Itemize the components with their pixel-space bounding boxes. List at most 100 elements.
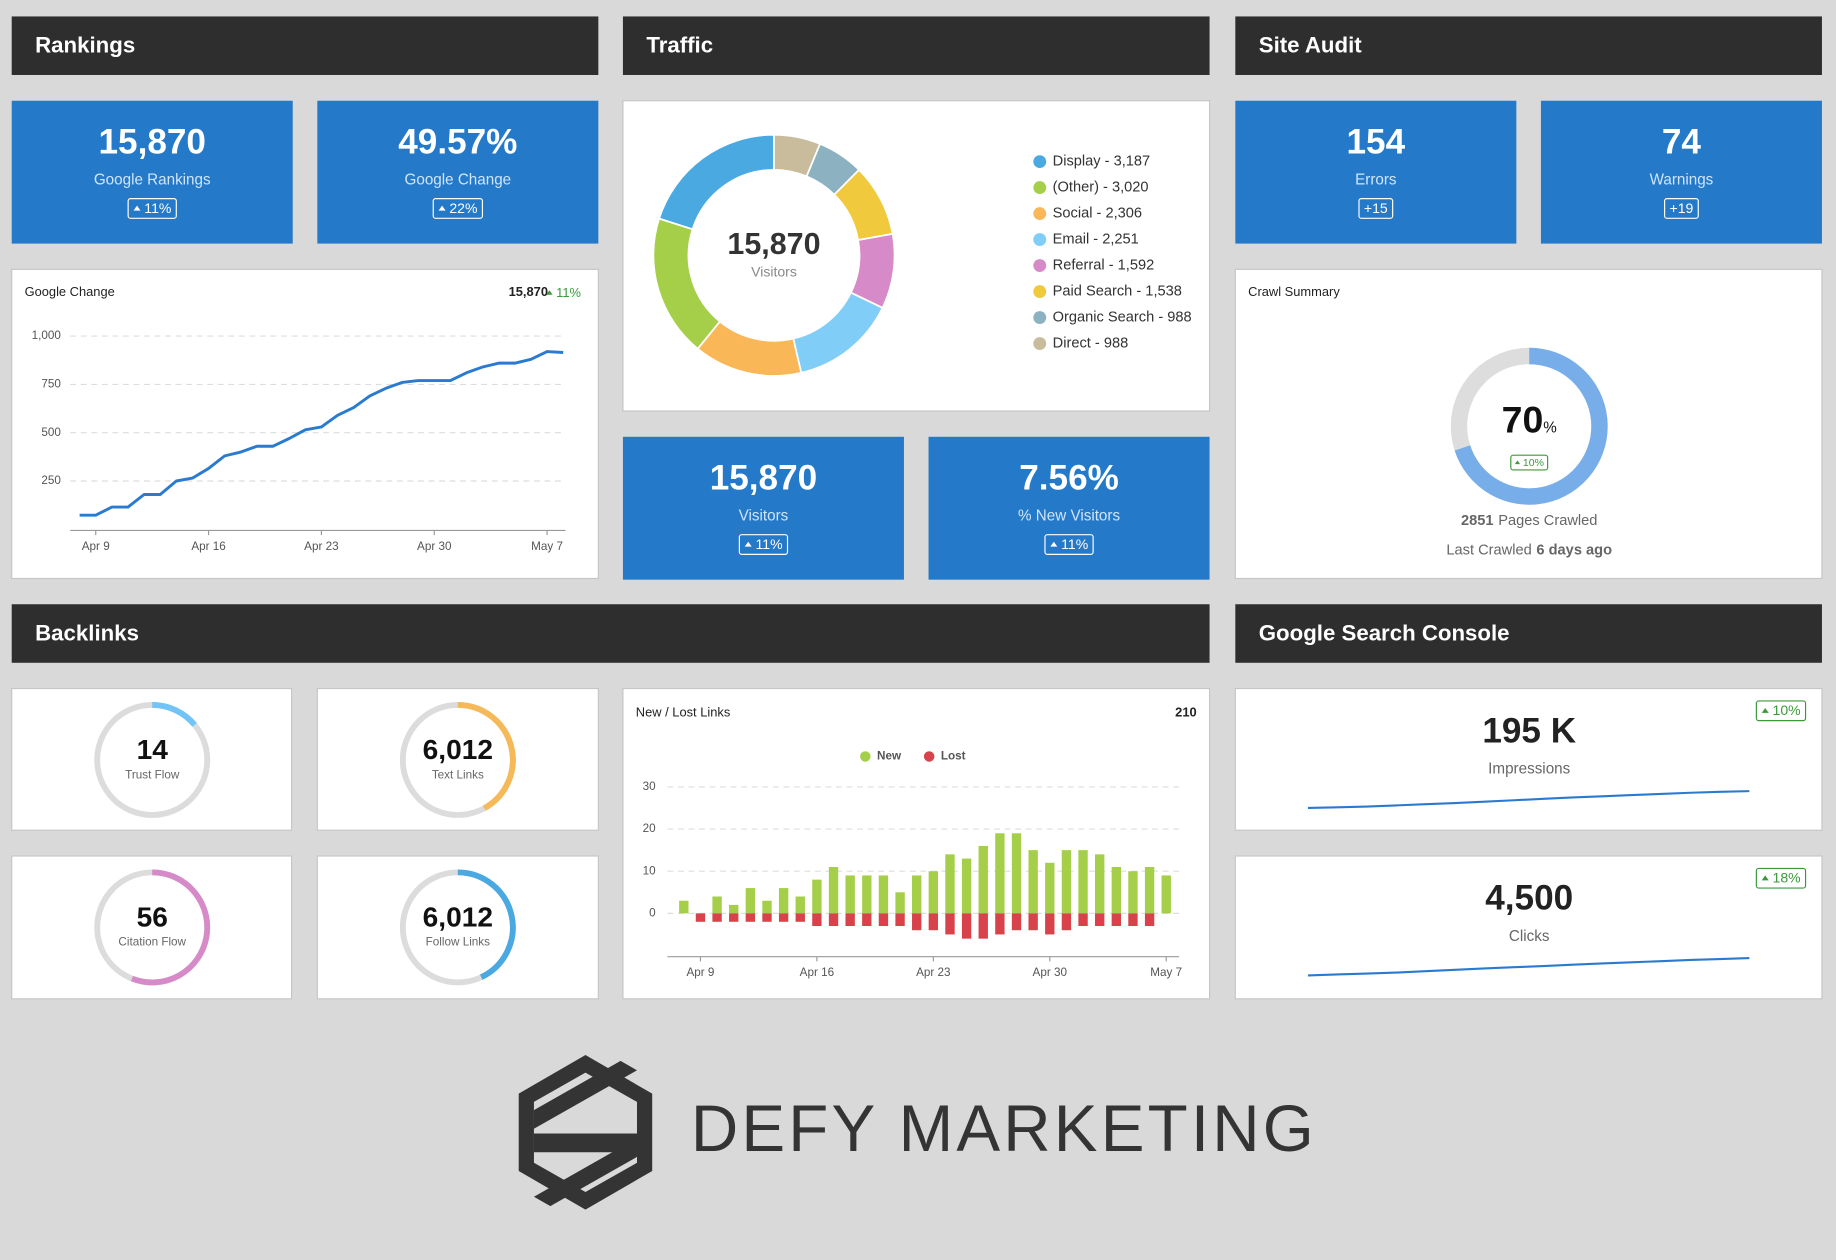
line-chart-badge: 11% xyxy=(546,285,581,300)
kpi-badge: 11% xyxy=(738,534,789,555)
bar xyxy=(795,896,805,914)
last-value: 6 days ago xyxy=(1536,542,1612,558)
kpi-badge: 11% xyxy=(127,198,177,219)
x-tick-label: Apr 9 xyxy=(686,966,714,979)
chart-total: 210 xyxy=(1175,705,1196,720)
legend-label: Email - 2,251 xyxy=(1053,231,1139,247)
bar xyxy=(845,913,855,927)
bar xyxy=(1078,913,1088,927)
legend-swatch xyxy=(1033,337,1047,351)
bar-chart-card xyxy=(622,687,1211,1000)
y-tick-label: 20 xyxy=(643,822,657,835)
bar xyxy=(729,904,739,914)
kpi-badge: +15 xyxy=(1358,198,1394,219)
donut-total-label: Visitors xyxy=(751,264,797,280)
up-arrow xyxy=(1761,875,1769,881)
x-tick-label: Apr 30 xyxy=(417,540,452,553)
line-chart-change: 11% xyxy=(556,285,581,300)
y-tick-label: 1,000 xyxy=(32,329,62,342)
kpi-badge-box xyxy=(127,198,177,219)
legend-swatch xyxy=(1033,285,1047,299)
logo-icon xyxy=(518,1055,653,1210)
legend-swatch xyxy=(1033,155,1047,169)
y-tick-label: 250 xyxy=(41,474,61,487)
kpi-value: 15,870 xyxy=(710,458,817,497)
ring-arc xyxy=(130,869,211,986)
ring-arc xyxy=(457,869,516,980)
ring-value: 14 xyxy=(137,734,169,765)
logo-text: DEFY MARKETING xyxy=(691,1092,1317,1165)
bar xyxy=(895,892,905,914)
ring-card xyxy=(316,855,599,1000)
kpi-value: 74 xyxy=(1662,122,1702,161)
crawl-badge-box xyxy=(1510,454,1549,471)
logo-stripe xyxy=(533,1060,637,1129)
gsc-badge: 18% xyxy=(1755,867,1807,889)
bar xyxy=(778,888,789,914)
donut-segment xyxy=(805,142,861,196)
bar xyxy=(712,896,722,914)
y-tick-label: 10 xyxy=(643,864,657,877)
bar xyxy=(695,913,706,922)
bar xyxy=(1095,913,1105,927)
bar xyxy=(862,913,872,927)
line-series xyxy=(79,350,564,517)
kpi-badge: 22% xyxy=(432,198,484,219)
up-arrow xyxy=(744,541,752,547)
y-tick-label: 500 xyxy=(41,426,61,439)
donut-segment xyxy=(696,320,803,377)
donut-segment xyxy=(652,217,722,351)
kpi-value: 7.56% xyxy=(1019,458,1119,497)
kpi-label: Visitors xyxy=(739,507,789,524)
pages-count: 2851 xyxy=(1461,513,1494,529)
bar xyxy=(1161,875,1171,914)
bar xyxy=(828,913,839,927)
x-tick-label: Apr 23 xyxy=(304,540,338,553)
bar xyxy=(995,833,1005,914)
ring-card xyxy=(11,855,293,1000)
kpi-tile xyxy=(11,100,293,244)
ring-arc xyxy=(1454,347,1608,505)
legend-label: Referral - 1,592 xyxy=(1053,257,1155,273)
bar xyxy=(945,854,955,914)
kpi-change: 11% xyxy=(144,200,171,216)
bar xyxy=(679,900,689,914)
kpi-tile xyxy=(1235,100,1517,244)
x-tick-label: May 7 xyxy=(531,540,563,553)
kpi-value: 154 xyxy=(1347,122,1406,161)
donut-segment xyxy=(849,232,896,310)
x-tick-label: Apr 16 xyxy=(191,540,225,553)
bar xyxy=(945,913,955,935)
kpi-badge-box xyxy=(1044,534,1094,555)
section-title: Traffic xyxy=(646,33,713,58)
bar xyxy=(995,913,1005,935)
bar xyxy=(1061,850,1072,914)
ring-arc xyxy=(152,702,197,727)
crawl-percent: 70% xyxy=(1502,399,1557,441)
crawl-badge: 10% xyxy=(1510,454,1549,471)
x-tick-label: Apr 9 xyxy=(82,540,110,553)
donut-segment xyxy=(792,291,884,374)
bar xyxy=(1111,866,1122,914)
legend-swatch xyxy=(1033,233,1047,247)
section-header xyxy=(11,604,1210,663)
ring-value: 56 xyxy=(137,902,168,933)
gsc-badge-box xyxy=(1755,867,1807,889)
bar xyxy=(1028,913,1038,931)
bar xyxy=(729,913,739,922)
donut-total: 15,870 xyxy=(727,227,820,261)
bar xyxy=(1028,850,1038,914)
bar xyxy=(762,900,772,914)
bar xyxy=(812,913,822,927)
kpi-value: 49.57% xyxy=(398,122,517,161)
bar xyxy=(978,845,988,914)
kpi-label: Google Change xyxy=(405,171,512,188)
section-header xyxy=(622,16,1210,75)
gsc-change: 10% xyxy=(1773,702,1801,718)
kpi-tile xyxy=(317,100,599,244)
bar xyxy=(1144,866,1155,914)
bar xyxy=(745,913,756,922)
gsc-badge-box xyxy=(1755,700,1807,722)
